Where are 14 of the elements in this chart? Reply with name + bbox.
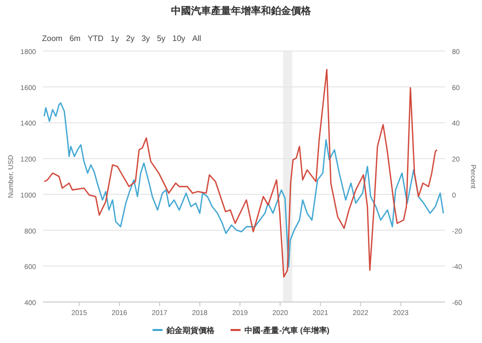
annotation: All (192, 34, 202, 43)
annotation: 5y (156, 34, 166, 43)
annotation: YTD (88, 34, 104, 43)
annotation: Zoom (42, 34, 62, 43)
chart-title: 中國汽車產量年增率和鉑金價格 (171, 5, 312, 17)
annotation: 2y (126, 34, 134, 43)
legend-label: 中國-產量-汽車 (年增率) (244, 325, 330, 335)
legend-label: 鉑金期貨價格 (166, 326, 216, 335)
annotation: 3y (141, 34, 150, 43)
annotation: 1y (110, 34, 120, 43)
annotation: 10y (172, 34, 186, 43)
line-series (44, 68, 438, 278)
annotation: 6m (69, 34, 81, 43)
line-series (44, 102, 444, 268)
